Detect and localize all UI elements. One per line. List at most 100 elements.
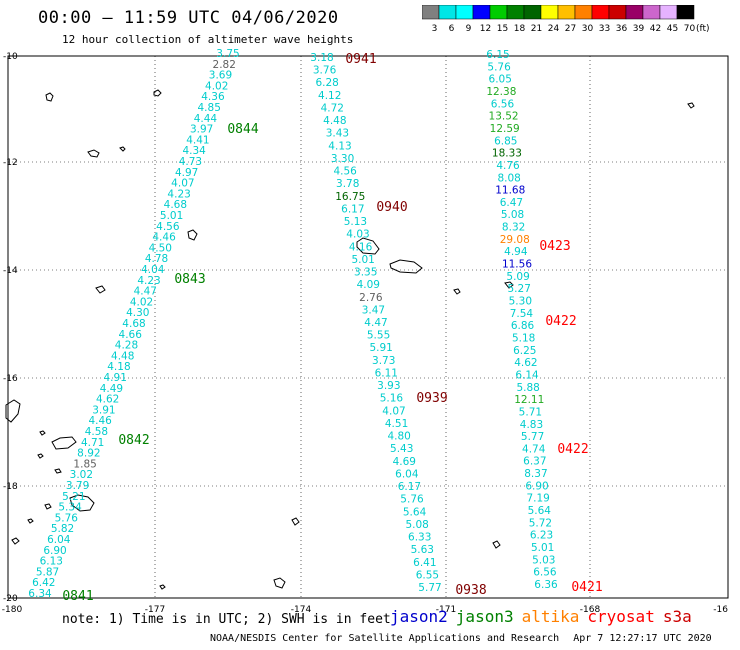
wave-height-value: 6.90 bbox=[43, 545, 66, 557]
wave-height-value: 4.76 bbox=[496, 160, 520, 172]
wave-height-value: 4.91 bbox=[104, 372, 127, 384]
x-axis-label: -174 bbox=[291, 605, 312, 615]
wave-height-value: 5.34 bbox=[58, 502, 82, 514]
wave-height-value: 6.05 bbox=[489, 74, 512, 86]
wave-height-value: 3.30 bbox=[331, 153, 354, 165]
wave-height-value: 4.68 bbox=[122, 318, 145, 330]
island-outline bbox=[69, 494, 95, 512]
wave-height-value: 4.47 bbox=[364, 317, 387, 329]
wave-height-value: 4.72 bbox=[321, 102, 344, 114]
wave-height-value: 4.48 bbox=[111, 350, 134, 362]
wave-height-value: 4.02 bbox=[130, 296, 153, 308]
wave-height-value: 4.66 bbox=[119, 329, 143, 341]
wave-height-value: 4.12 bbox=[318, 90, 341, 102]
legend-label: 33 bbox=[599, 24, 610, 33]
wave-height-value: 3.69 bbox=[209, 70, 232, 82]
island-outline bbox=[119, 146, 126, 152]
wave-height-value: 4.13 bbox=[328, 140, 351, 152]
pass-time-label: 0940 bbox=[376, 200, 407, 215]
wave-height-value: 4.28 bbox=[115, 340, 138, 352]
wave-height-value: 4.34 bbox=[182, 145, 206, 157]
wave-height-value: 4.56 bbox=[156, 221, 180, 233]
island-outline bbox=[492, 540, 501, 549]
wave-height-value: 5.43 bbox=[390, 443, 413, 455]
island-outline bbox=[87, 149, 100, 158]
island-outline bbox=[39, 430, 46, 436]
legend-unit: (ft) bbox=[696, 24, 710, 33]
island-outline bbox=[291, 517, 300, 526]
island-outline bbox=[273, 577, 286, 589]
pass-time-label: 0844 bbox=[227, 122, 258, 137]
legend-label: 30 bbox=[582, 24, 594, 33]
wave-height-value: 2.76 bbox=[359, 292, 383, 304]
wave-height-value: 4.09 bbox=[357, 279, 380, 291]
map-frame bbox=[7, 55, 729, 599]
pass-time-label: 0423 bbox=[539, 239, 570, 254]
wave-height-value: 3.75 bbox=[216, 48, 239, 60]
wave-height-value: 6.15 bbox=[486, 49, 509, 61]
wave-height-value: 5.76 bbox=[400, 494, 424, 506]
wave-height-value: 5.27 bbox=[508, 283, 531, 295]
wave-height-value: 5.76 bbox=[487, 61, 511, 73]
island-outline bbox=[453, 288, 461, 295]
pass-time-label: 0422 bbox=[545, 314, 576, 329]
wave-height-value: 5.64 bbox=[528, 505, 552, 517]
wave-height-value: 5.16 bbox=[380, 393, 404, 405]
wave-height-value: 4.68 bbox=[164, 199, 187, 211]
wave-height-value: 6.41 bbox=[413, 557, 436, 569]
island-outline bbox=[45, 92, 54, 102]
wave-height-value: 29.08 bbox=[500, 234, 530, 246]
wave-height-value: 3.93 bbox=[377, 380, 400, 392]
wave-height-value: 7.54 bbox=[510, 308, 534, 320]
wave-height-value: 5.09 bbox=[506, 271, 529, 283]
legend-label: 27 bbox=[565, 24, 576, 33]
island-outline bbox=[54, 468, 62, 474]
x-axis-label: -180 bbox=[2, 605, 23, 615]
wave-height-value: 12.11 bbox=[514, 394, 544, 406]
wave-height-value: 7.19 bbox=[526, 493, 549, 505]
chart-title: 00:00 – 11:59 UTC 04/06/2020 bbox=[38, 8, 339, 28]
wave-height-value: 4.50 bbox=[149, 242, 172, 254]
island-outline bbox=[504, 281, 514, 289]
wave-height-value: 4.47 bbox=[134, 286, 157, 298]
wave-height-value: 5.55 bbox=[367, 330, 390, 342]
wave-height-value: 4.71 bbox=[81, 437, 104, 449]
footer: NOAA/NESDIS Center for Satellite Applica… bbox=[210, 633, 712, 644]
y-axis-label: -20 bbox=[3, 594, 18, 604]
wave-height-value: 4.46 bbox=[152, 232, 176, 244]
x-axis-label: -16 bbox=[713, 605, 728, 615]
wave-height-value: 6.17 bbox=[341, 203, 364, 215]
pass-time-label: 0421 bbox=[571, 580, 602, 595]
wave-height-value: 8.92 bbox=[77, 448, 100, 460]
wave-height-value: 8.32 bbox=[502, 222, 525, 234]
wave-height-value: 5.71 bbox=[519, 406, 542, 418]
wave-height-value: 4.30 bbox=[126, 307, 149, 319]
wave-height-value: 4.04 bbox=[141, 264, 165, 276]
wave-height-value: 4.69 bbox=[393, 456, 416, 468]
wave-height-value: 6.56 bbox=[533, 567, 557, 579]
y-axis-label: -10 bbox=[3, 52, 18, 62]
legend-swatch bbox=[676, 5, 695, 20]
island-outline bbox=[11, 537, 20, 545]
wave-height-value: 3.35 bbox=[354, 267, 377, 279]
wave-height-value: 4.83 bbox=[520, 419, 543, 431]
wave-height-value: 1.85 bbox=[73, 458, 96, 470]
wave-height-value: 2.82 bbox=[213, 59, 236, 71]
x-axis-label: -177 bbox=[145, 605, 165, 615]
island-outline bbox=[389, 259, 423, 274]
wave-height-value: 4.56 bbox=[333, 166, 357, 178]
island-outline bbox=[356, 237, 380, 255]
wave-height-value: 6.90 bbox=[525, 480, 548, 492]
wave-height-value: 4.44 bbox=[194, 113, 218, 125]
wave-height-value: 5.21 bbox=[62, 491, 85, 503]
island-outline bbox=[95, 285, 106, 294]
wave-height-value: 11.56 bbox=[502, 259, 532, 271]
wave-height-value: 5.63 bbox=[411, 544, 434, 556]
legend-label: 45 bbox=[667, 24, 678, 33]
wave-height-value: 4.23 bbox=[167, 188, 190, 200]
satellite-name: jason3 bbox=[455, 607, 514, 626]
wave-height-value: 5.01 bbox=[160, 210, 183, 222]
wave-height-value: 6.56 bbox=[491, 98, 515, 110]
wave-height-value: 3.78 bbox=[336, 178, 359, 190]
